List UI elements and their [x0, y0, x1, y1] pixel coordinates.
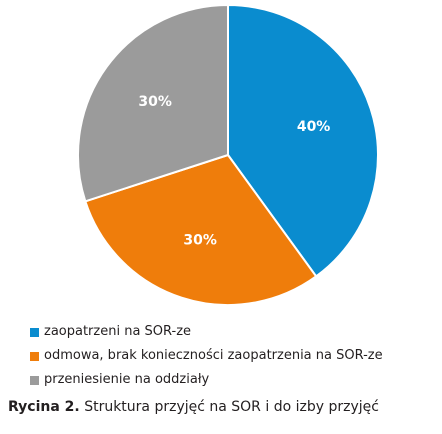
legend-swatch-odmowa — [30, 351, 39, 361]
legend-label-przeniesienie: przeniesienie na oddziały — [44, 372, 210, 387]
legend-label-odmowa: odmowa, brak konieczności zaopatrzenia n… — [44, 348, 383, 363]
pie-slice-przeniesienie — [77, 3, 229, 203]
pie-chart: 40% 30% 30% — [77, 3, 379, 306]
legend: zaopatrzeni na SOR-ze odmowa, brak konie… — [30, 320, 383, 392]
pie-slice-odmowa — [84, 153, 318, 306]
caption-label: Rycina 2. — [8, 399, 80, 415]
pie-label-zaopatrzeni: 40% — [297, 119, 331, 135]
legend-item-odmowa: odmowa, brak konieczności zaopatrzenia n… — [30, 344, 383, 368]
legend-swatch-zaopatrzeni — [30, 327, 39, 337]
pie-slice-zaopatrzeni — [227, 3, 379, 278]
legend-swatch-przeniesienie — [30, 375, 39, 385]
pie-label-odmowa: 30% — [183, 233, 217, 249]
caption-text: Struktura przyjęć na SOR i do izby przyj… — [84, 399, 379, 415]
legend-item-przeniesienie: przeniesienie na oddziały — [30, 368, 383, 392]
figure-caption: Rycina 2. Struktura przyjęć na SOR i do … — [8, 399, 379, 415]
pie-label-przeniesienie: 30% — [138, 94, 172, 110]
legend-item-zaopatrzeni: zaopatrzeni na SOR-ze — [30, 320, 383, 344]
legend-label-zaopatrzeni: zaopatrzeni na SOR-ze — [44, 324, 192, 339]
